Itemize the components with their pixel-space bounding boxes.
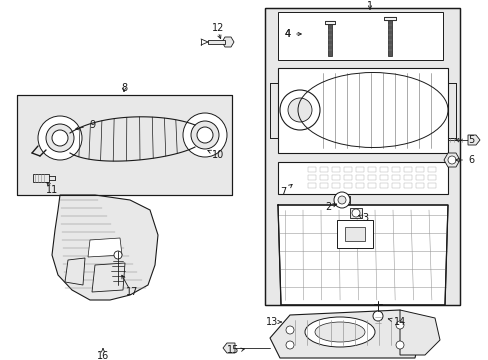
Text: 4: 4 bbox=[285, 29, 290, 39]
Bar bbox=[319, 175, 327, 180]
Polygon shape bbox=[223, 343, 235, 353]
Text: 4: 4 bbox=[285, 29, 301, 39]
Text: 5: 5 bbox=[455, 135, 473, 145]
Circle shape bbox=[333, 192, 349, 208]
Bar bbox=[327, 24, 331, 56]
Bar bbox=[403, 167, 411, 172]
Circle shape bbox=[351, 209, 359, 217]
Polygon shape bbox=[92, 263, 125, 292]
Bar bbox=[343, 167, 351, 172]
Circle shape bbox=[447, 156, 455, 164]
Polygon shape bbox=[278, 205, 447, 305]
Bar bbox=[427, 167, 435, 172]
Bar bbox=[367, 167, 375, 172]
Text: 14: 14 bbox=[387, 317, 406, 327]
Bar bbox=[17, 95, 231, 195]
Polygon shape bbox=[52, 195, 158, 300]
Circle shape bbox=[285, 341, 293, 349]
Bar bbox=[331, 183, 339, 188]
Bar bbox=[415, 175, 423, 180]
Bar bbox=[307, 167, 315, 172]
Polygon shape bbox=[222, 37, 234, 47]
Bar bbox=[427, 183, 435, 188]
Polygon shape bbox=[269, 310, 419, 358]
Text: 17: 17 bbox=[125, 287, 138, 297]
Bar bbox=[367, 183, 375, 188]
Circle shape bbox=[183, 113, 226, 157]
Polygon shape bbox=[88, 238, 122, 257]
Polygon shape bbox=[33, 174, 49, 182]
Bar bbox=[415, 167, 423, 172]
Text: 9: 9 bbox=[76, 120, 95, 130]
Bar bbox=[278, 162, 447, 194]
Bar bbox=[391, 167, 399, 172]
Circle shape bbox=[191, 121, 219, 149]
Bar bbox=[17, 95, 231, 195]
Circle shape bbox=[287, 98, 311, 122]
Bar bbox=[319, 183, 327, 188]
Bar bbox=[349, 208, 361, 218]
Circle shape bbox=[395, 341, 403, 349]
Bar bbox=[355, 167, 363, 172]
Text: 16: 16 bbox=[97, 351, 109, 360]
Bar bbox=[278, 12, 442, 60]
Circle shape bbox=[52, 130, 68, 146]
Text: 7: 7 bbox=[279, 184, 291, 197]
Text: 8: 8 bbox=[121, 83, 127, 93]
Bar bbox=[379, 183, 387, 188]
Bar bbox=[367, 175, 375, 180]
Bar bbox=[333, 196, 349, 204]
Bar bbox=[343, 183, 351, 188]
Polygon shape bbox=[443, 153, 459, 167]
Bar bbox=[355, 183, 363, 188]
Bar bbox=[379, 167, 387, 172]
Bar bbox=[403, 175, 411, 180]
Bar bbox=[391, 175, 399, 180]
Bar bbox=[207, 40, 224, 44]
Bar bbox=[345, 227, 364, 241]
Ellipse shape bbox=[305, 317, 374, 347]
Ellipse shape bbox=[314, 322, 364, 342]
Polygon shape bbox=[399, 310, 439, 355]
Bar bbox=[336, 220, 372, 248]
Bar bbox=[355, 175, 363, 180]
Bar bbox=[331, 167, 339, 172]
Polygon shape bbox=[467, 135, 479, 145]
Bar bbox=[403, 183, 411, 188]
Text: 12: 12 bbox=[211, 23, 224, 33]
Circle shape bbox=[38, 116, 82, 160]
Circle shape bbox=[372, 311, 382, 321]
Bar bbox=[278, 68, 447, 153]
Bar bbox=[379, 175, 387, 180]
Circle shape bbox=[46, 124, 74, 152]
Polygon shape bbox=[65, 258, 85, 285]
Text: 2: 2 bbox=[324, 202, 336, 212]
Bar bbox=[343, 175, 351, 180]
Bar bbox=[331, 175, 339, 180]
Bar bbox=[415, 183, 423, 188]
Circle shape bbox=[285, 326, 293, 334]
Text: 10: 10 bbox=[207, 150, 224, 160]
Text: 11: 11 bbox=[46, 185, 58, 195]
Circle shape bbox=[197, 127, 213, 143]
Bar bbox=[387, 20, 391, 56]
Bar bbox=[391, 183, 399, 188]
Text: 15: 15 bbox=[226, 345, 239, 355]
Text: 13: 13 bbox=[265, 317, 281, 327]
Circle shape bbox=[114, 251, 122, 259]
Bar bbox=[319, 167, 327, 172]
Text: 3: 3 bbox=[358, 213, 367, 223]
Bar bbox=[427, 175, 435, 180]
Bar bbox=[307, 183, 315, 188]
Circle shape bbox=[280, 90, 319, 130]
Bar bbox=[264, 8, 459, 305]
Circle shape bbox=[395, 321, 403, 329]
Text: 6: 6 bbox=[455, 155, 473, 165]
Bar bbox=[307, 175, 315, 180]
Polygon shape bbox=[70, 117, 195, 161]
Bar bbox=[264, 8, 459, 305]
Text: 1: 1 bbox=[366, 1, 372, 11]
Circle shape bbox=[337, 196, 346, 204]
